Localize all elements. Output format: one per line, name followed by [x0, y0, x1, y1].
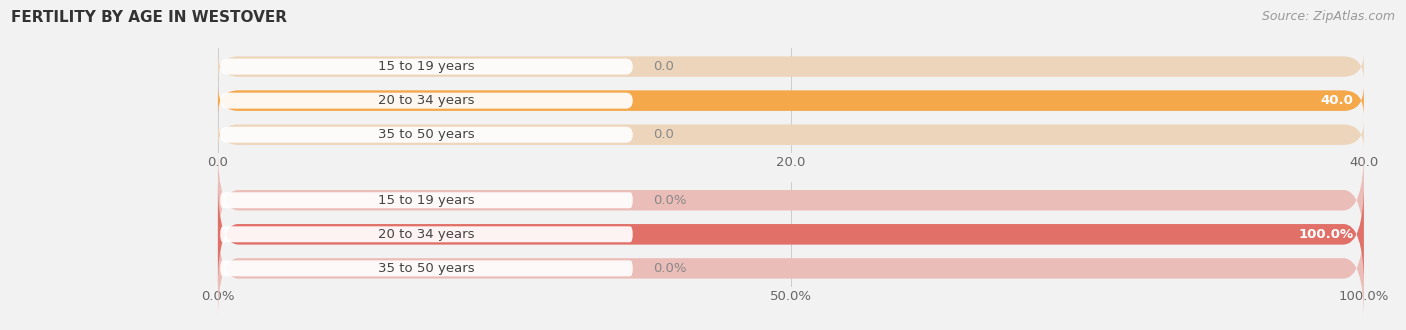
FancyBboxPatch shape [221, 226, 633, 242]
FancyBboxPatch shape [218, 217, 1364, 319]
FancyBboxPatch shape [218, 120, 1364, 149]
FancyBboxPatch shape [218, 52, 1364, 81]
Text: 100.0%: 100.0% [1298, 228, 1354, 241]
Text: 20 to 34 years: 20 to 34 years [378, 94, 475, 107]
Text: 0.0: 0.0 [654, 60, 675, 73]
Text: Source: ZipAtlas.com: Source: ZipAtlas.com [1261, 10, 1395, 23]
FancyBboxPatch shape [221, 192, 633, 208]
Text: 15 to 19 years: 15 to 19 years [378, 194, 475, 207]
FancyBboxPatch shape [218, 149, 1364, 251]
Text: 0.0%: 0.0% [654, 194, 688, 207]
FancyBboxPatch shape [221, 59, 633, 75]
FancyBboxPatch shape [218, 183, 1364, 285]
FancyBboxPatch shape [218, 86, 1364, 115]
Text: 15 to 19 years: 15 to 19 years [378, 60, 475, 73]
Text: 35 to 50 years: 35 to 50 years [378, 262, 475, 275]
Text: 40.0: 40.0 [1320, 94, 1354, 107]
Text: 0.0%: 0.0% [654, 262, 688, 275]
FancyBboxPatch shape [221, 93, 633, 109]
Text: 20 to 34 years: 20 to 34 years [378, 228, 475, 241]
FancyBboxPatch shape [221, 127, 633, 143]
FancyBboxPatch shape [218, 86, 1364, 115]
Text: 0.0: 0.0 [654, 128, 675, 141]
FancyBboxPatch shape [218, 183, 1364, 285]
Text: FERTILITY BY AGE IN WESTOVER: FERTILITY BY AGE IN WESTOVER [11, 10, 287, 25]
Text: 35 to 50 years: 35 to 50 years [378, 128, 475, 141]
FancyBboxPatch shape [221, 260, 633, 276]
